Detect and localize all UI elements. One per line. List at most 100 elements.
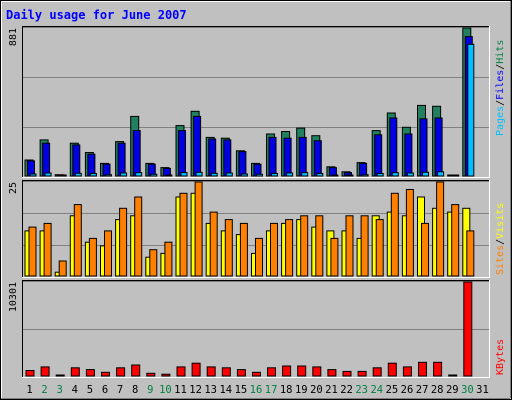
bar-pages-day-15	[240, 173, 248, 177]
bar-pages-day-10	[165, 174, 173, 177]
bar-files-day-26	[404, 133, 413, 177]
x-tick-label: 27	[416, 384, 429, 396]
bar-sites-day-13	[209, 211, 218, 277]
x-tick-label: 14	[219, 384, 232, 396]
bar-files-day-8	[132, 130, 141, 177]
bar-pages-day-28	[437, 171, 445, 177]
bar-sites-day-3	[58, 260, 67, 277]
bar-files-day-17	[268, 136, 277, 177]
bar-pages-day-26	[406, 172, 414, 177]
y-axis-max-label: 25	[8, 182, 19, 194]
bar-kbytes-day-14	[221, 367, 231, 377]
x-tick-label: 3	[57, 384, 63, 396]
bar-kbytes-day-8	[131, 364, 141, 377]
x-tick-label: 26	[401, 384, 414, 396]
bar-files-day-12	[193, 115, 202, 177]
x-tick-label: 9	[147, 384, 153, 396]
legend-entry: Sites	[495, 245, 506, 275]
bar-files-day-14	[223, 139, 232, 177]
x-tick-label: 13	[204, 384, 217, 396]
bar-files-day-15	[238, 151, 247, 177]
bar-kbytes-day-23	[357, 370, 367, 377]
bar-sites-day-7	[119, 207, 128, 277]
legend-entry: /	[495, 100, 506, 106]
bar-kbytes-day-18	[282, 365, 292, 377]
bar-kbytes-day-29	[448, 374, 458, 377]
x-tick-label: 18	[280, 384, 293, 396]
bar-sites-day-2	[43, 222, 52, 277]
bar-pages-day-5	[89, 173, 97, 177]
x-tick-label: 2	[41, 384, 47, 396]
bar-files-day-5	[87, 153, 96, 177]
bar-kbytes-day-22	[342, 370, 352, 377]
bar-sites-day-12	[194, 181, 203, 277]
bar-files-day-2	[42, 142, 51, 177]
x-tick-label: 28	[431, 384, 444, 396]
bar-files-day-7	[117, 142, 126, 177]
legend-visits-sites: Sites/Visits	[495, 203, 506, 275]
bar-pages-day-29	[452, 174, 460, 177]
x-tick-label: 6	[102, 384, 108, 396]
bar-kbytes-day-30	[463, 281, 473, 377]
bar-sites-day-6	[104, 230, 112, 277]
bar-files-day-4	[72, 144, 81, 177]
bar-pages-day-24	[376, 173, 384, 177]
bar-sites-day-18	[285, 219, 294, 277]
x-tick-label: 31	[476, 384, 489, 396]
bar-pages-day-13	[210, 172, 218, 177]
panel-visits-sites: 25 Sites/Visits	[8, 180, 506, 278]
x-tick-label: 7	[117, 384, 123, 396]
bar-pages-day-3	[59, 174, 67, 177]
legend-hits-files-pages: Pages/Files/Hits	[495, 40, 506, 136]
bar-files-day-25	[389, 117, 398, 177]
x-tick-label: 23	[355, 384, 368, 396]
bar-pages-day-18	[286, 172, 294, 177]
panel-kbytes: 10301 KBytes	[8, 280, 506, 378]
legend-kbytes: KBytes	[495, 339, 506, 375]
x-tick-label: 17	[265, 384, 278, 396]
bar-sites-day-9	[149, 249, 158, 277]
bar-pages-day-27	[422, 171, 429, 177]
chart-title: Daily usage for June 2007	[6, 8, 187, 22]
bar-files-day-19	[298, 136, 307, 177]
bar-sites-day-28	[436, 181, 445, 277]
bar-kbytes-day-21	[327, 369, 337, 377]
bar-kbytes-day-12	[191, 362, 201, 377]
bar-files-day-18	[283, 137, 292, 177]
bar-kbytes-day-3	[55, 374, 65, 377]
bar-kbytes-day-28	[433, 361, 443, 377]
bar-pages-day-19	[301, 172, 309, 177]
bar-sites-day-24	[375, 219, 384, 277]
bar-sites-day-25	[390, 192, 399, 277]
bar-kbytes-day-7	[116, 367, 126, 377]
x-tick-label: 11	[174, 384, 187, 396]
bar-files-day-13	[208, 138, 217, 177]
bar-sites-day-19	[300, 215, 309, 277]
x-tick-label: 5	[87, 384, 93, 396]
x-tick-label: 12	[189, 384, 202, 396]
legend-entry: Visits	[495, 203, 506, 239]
bar-sites-day-14	[224, 219, 233, 277]
x-axis-labels: 1 2 3 4 5 6 7 8 9 10 11 12 13 14 15 16 17 18 19 20 21 22 23 24 2…	[26, 384, 488, 396]
legend-entry: Hits	[495, 40, 506, 64]
bar-sites-day-1	[28, 226, 37, 277]
bar-pages-day-30	[467, 43, 475, 177]
bar-pages-day-2	[44, 172, 52, 177]
bar-kbytes-day-24	[372, 367, 382, 377]
x-tick-label: 15	[235, 384, 248, 396]
bar-sites-day-4	[73, 204, 82, 277]
bar-pages-day-23	[361, 174, 369, 177]
bar-kbytes-day-27	[418, 361, 427, 377]
bar-sites-day-29	[451, 204, 460, 277]
bar-sites-day-23	[360, 215, 369, 277]
y-axis-max-label: 10301	[8, 282, 19, 312]
bar-files-day-27	[419, 118, 428, 177]
bar-files-day-28	[434, 117, 443, 177]
x-tick-label: 1	[26, 384, 32, 396]
bar-pages-day-11	[180, 172, 188, 177]
bar-kbytes-day-5	[85, 369, 95, 377]
x-tick-label: 16	[250, 384, 263, 396]
x-tick-label: 21	[325, 384, 338, 396]
